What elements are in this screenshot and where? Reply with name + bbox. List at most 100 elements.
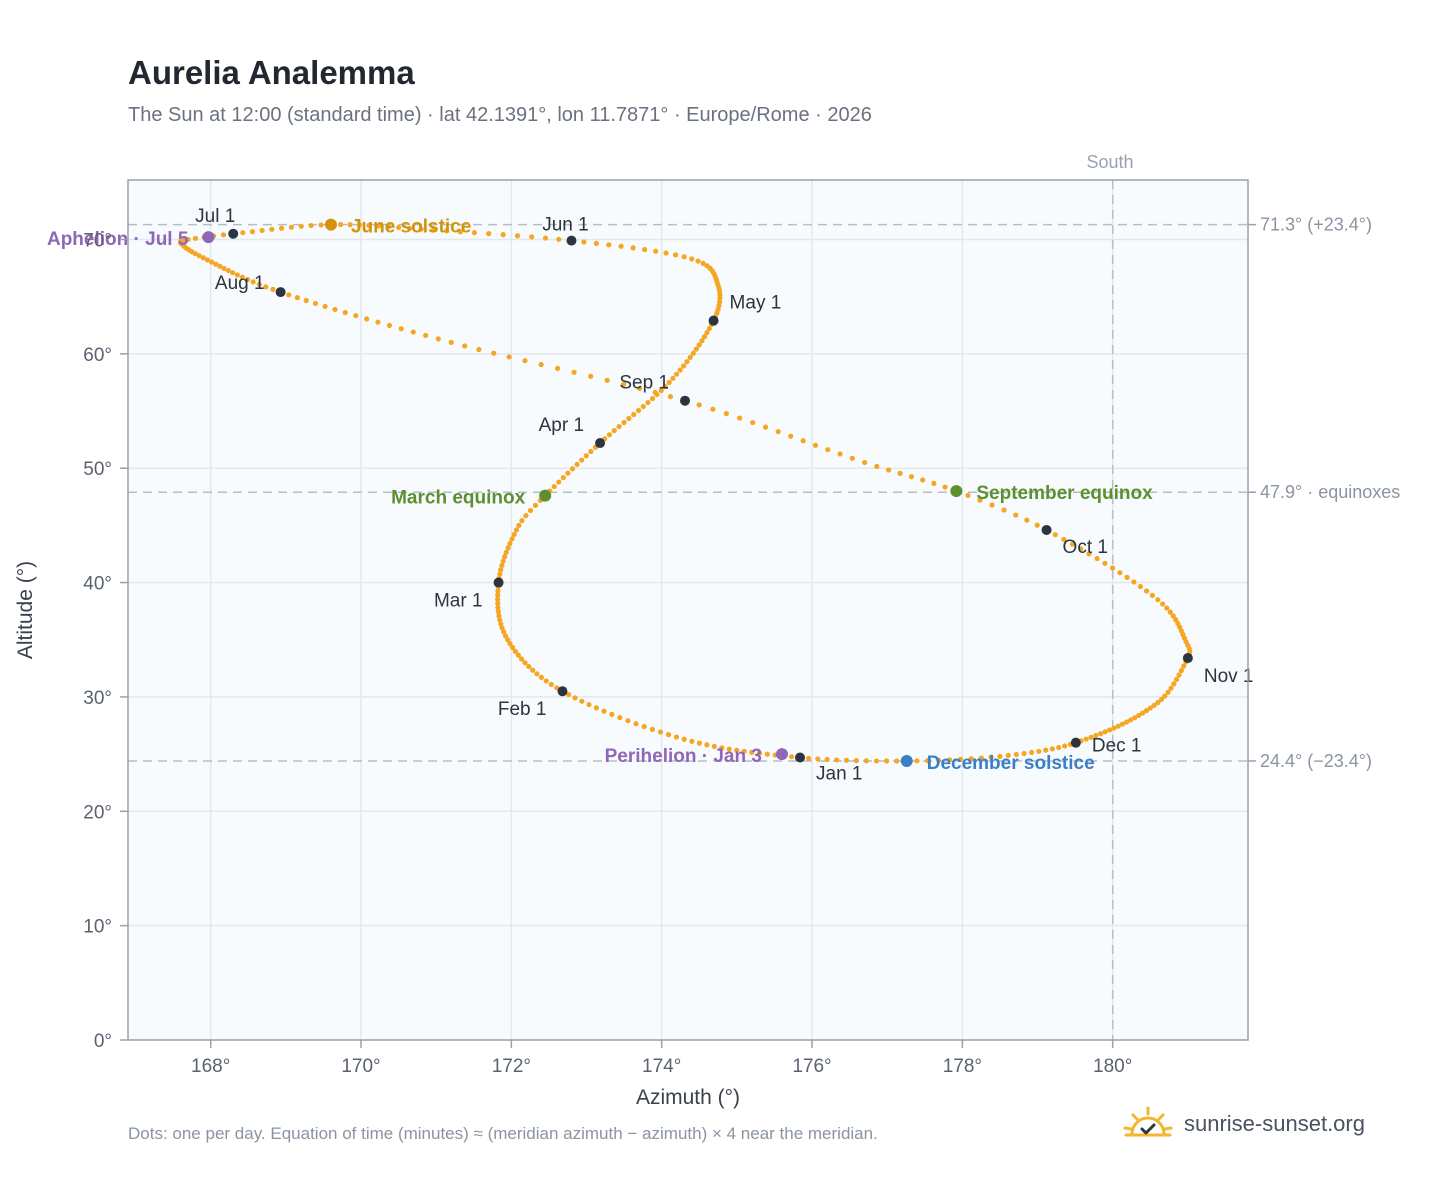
month-label: Dec 1 — [1092, 736, 1142, 757]
day-dot — [444, 228, 450, 234]
brand-logo[interactable]: sunrise-sunset.org — [1122, 1100, 1365, 1148]
day-dot — [693, 346, 699, 352]
day-dot — [700, 260, 706, 266]
day-dot — [519, 518, 525, 524]
day-dot — [516, 522, 522, 528]
month-marker — [566, 235, 577, 246]
event-marker — [539, 489, 552, 502]
day-dot — [666, 379, 672, 386]
day-dot — [1102, 729, 1108, 735]
day-dot — [862, 459, 868, 466]
day-dot — [723, 411, 729, 417]
day-dot — [680, 363, 687, 369]
day-dot — [1109, 565, 1116, 571]
day-dot — [696, 342, 702, 348]
day-dot — [942, 484, 948, 490]
day-dot — [192, 235, 199, 241]
day-dot — [571, 369, 577, 375]
month-label: Mar 1 — [434, 591, 483, 612]
day-dot — [338, 221, 344, 228]
day-dot — [593, 705, 599, 711]
day-dot — [684, 359, 690, 365]
event-marker — [775, 748, 788, 761]
day-dot — [977, 497, 983, 503]
day-dot — [1149, 592, 1155, 598]
y-tick-label: 50° — [83, 459, 112, 480]
day-dot — [220, 232, 227, 238]
event-label: December solstice — [927, 753, 1095, 774]
day-dot — [538, 674, 545, 680]
day-dot — [706, 325, 712, 332]
day-dot — [1107, 727, 1113, 733]
day-dot — [670, 375, 676, 381]
day-dot — [457, 229, 463, 235]
day-dot — [689, 738, 695, 744]
chart-title: Aurelia Analemma — [128, 54, 415, 91]
day-dot — [1061, 536, 1067, 543]
day-dot — [495, 596, 501, 602]
day-dot — [1097, 731, 1104, 737]
x-tick-label: 170° — [341, 1056, 380, 1077]
y-tick-label: 20° — [83, 802, 112, 823]
day-dot — [874, 463, 880, 469]
y-tick-label: 40° — [83, 574, 112, 595]
x-tick-label: 176° — [792, 1056, 831, 1077]
day-dot — [498, 567, 504, 573]
day-dot — [499, 625, 505, 631]
day-dot — [620, 381, 627, 387]
day-dot — [726, 746, 732, 752]
day-dot — [649, 395, 656, 402]
day-dot — [834, 757, 840, 763]
day-dot — [1088, 734, 1094, 740]
day-dot — [931, 480, 937, 486]
day-dot — [741, 748, 747, 754]
day-dot — [1178, 667, 1185, 674]
day-dot — [1137, 583, 1143, 590]
month-label: Jun 1 — [542, 215, 588, 236]
plot-area — [128, 180, 1248, 1040]
day-dot — [1013, 512, 1019, 518]
day-dot — [386, 322, 393, 328]
day-dot — [704, 742, 710, 748]
day-dot — [601, 708, 607, 714]
day-dot — [364, 316, 370, 322]
day-dot — [486, 231, 492, 237]
day-dot — [230, 270, 236, 276]
day-dot — [1173, 617, 1179, 623]
day-dot — [556, 236, 562, 242]
daily-path — [177, 221, 1193, 764]
reference-line-label: 71.3° (+23.4°) — [1260, 215, 1372, 235]
day-dot — [696, 740, 702, 746]
month-label: May 1 — [730, 293, 782, 314]
day-dot — [606, 242, 612, 248]
day-dot — [1043, 747, 1049, 753]
day-dot — [491, 350, 497, 356]
day-dot — [652, 389, 658, 396]
day-dot — [1155, 597, 1161, 603]
day-dot — [512, 648, 518, 654]
day-dot — [204, 257, 211, 263]
x-tick-label: 178° — [943, 1056, 982, 1077]
day-dot — [1143, 707, 1150, 714]
day-dot — [642, 246, 648, 253]
day-dot — [775, 429, 781, 435]
day-dot — [435, 336, 441, 342]
day-dot — [677, 367, 683, 373]
x-axis-ticks: 168° 170° 172° 174° 176° 178° 180° — [191, 1040, 1132, 1077]
month-label: Feb 1 — [498, 699, 547, 720]
day-dot — [288, 224, 295, 230]
day-dot — [1171, 681, 1177, 687]
day-dot — [249, 229, 256, 235]
day-dot — [572, 695, 578, 701]
day-dot — [687, 354, 693, 361]
day-dot — [538, 361, 544, 368]
day-dot — [837, 451, 843, 457]
y-tick-label: 10° — [83, 917, 112, 938]
day-dot — [303, 297, 309, 304]
day-dot — [332, 306, 338, 313]
day-dot — [509, 536, 515, 542]
day-dot — [908, 474, 915, 480]
day-dot — [1140, 710, 1146, 716]
month-marker — [795, 752, 805, 763]
day-dot — [1162, 693, 1168, 699]
